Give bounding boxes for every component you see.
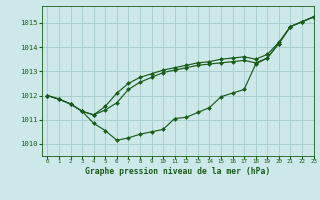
X-axis label: Graphe pression niveau de la mer (hPa): Graphe pression niveau de la mer (hPa): [85, 167, 270, 176]
